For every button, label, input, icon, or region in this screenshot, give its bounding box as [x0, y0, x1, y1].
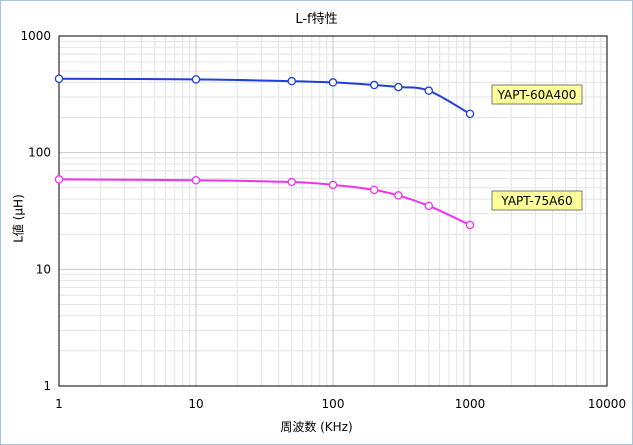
series-label-box: [491, 190, 583, 211]
data-point: [369, 185, 379, 195]
data-point: [424, 86, 434, 95]
x-axis-label: 周波数 (KHz): [280, 420, 353, 434]
data-point: [369, 80, 379, 90]
data-point: [465, 109, 475, 119]
y-tick-labels: 1 10 100 1000: [20, 29, 51, 393]
series-label: YAPT-60A400: [497, 88, 577, 102]
series-line: [58, 178, 471, 226]
data-point: [191, 75, 201, 84]
y-tick-label: 10: [36, 262, 51, 276]
data-point: [424, 201, 434, 211]
data-point: [394, 82, 403, 92]
data-point: [328, 180, 338, 190]
major-grid: [59, 36, 607, 386]
x-tick-label: 10000: [588, 397, 626, 411]
data-point: [328, 78, 338, 87]
y-tick-label: 100: [28, 146, 51, 160]
data-point: [54, 175, 64, 184]
x-tick-label: 1000: [455, 397, 486, 411]
x-tick-label: 10: [188, 397, 203, 411]
series-line: [58, 77, 471, 115]
x-tick-label: 1: [55, 397, 63, 411]
plot-area-border: [58, 35, 608, 387]
chart-title: L-f特性: [295, 12, 338, 27]
x-tick-labels: 1 10 100 1000 10000: [55, 397, 626, 411]
data-point: [465, 220, 475, 230]
x-tick-label: 100: [322, 397, 345, 411]
y-tick-label: 1: [43, 379, 51, 393]
data-point: [287, 76, 297, 86]
data-point: [191, 176, 201, 185]
y-tick-label: 1000: [20, 29, 51, 43]
data-point: [287, 177, 297, 187]
series-labels: YAPT-60A400 YAPT-75A60: [491, 84, 583, 211]
series-label: YAPT-75A60: [500, 194, 572, 208]
data-point: [54, 74, 64, 84]
data-point: [394, 191, 403, 200]
series-label-box: [491, 84, 583, 105]
series-layer: [54, 74, 475, 230]
